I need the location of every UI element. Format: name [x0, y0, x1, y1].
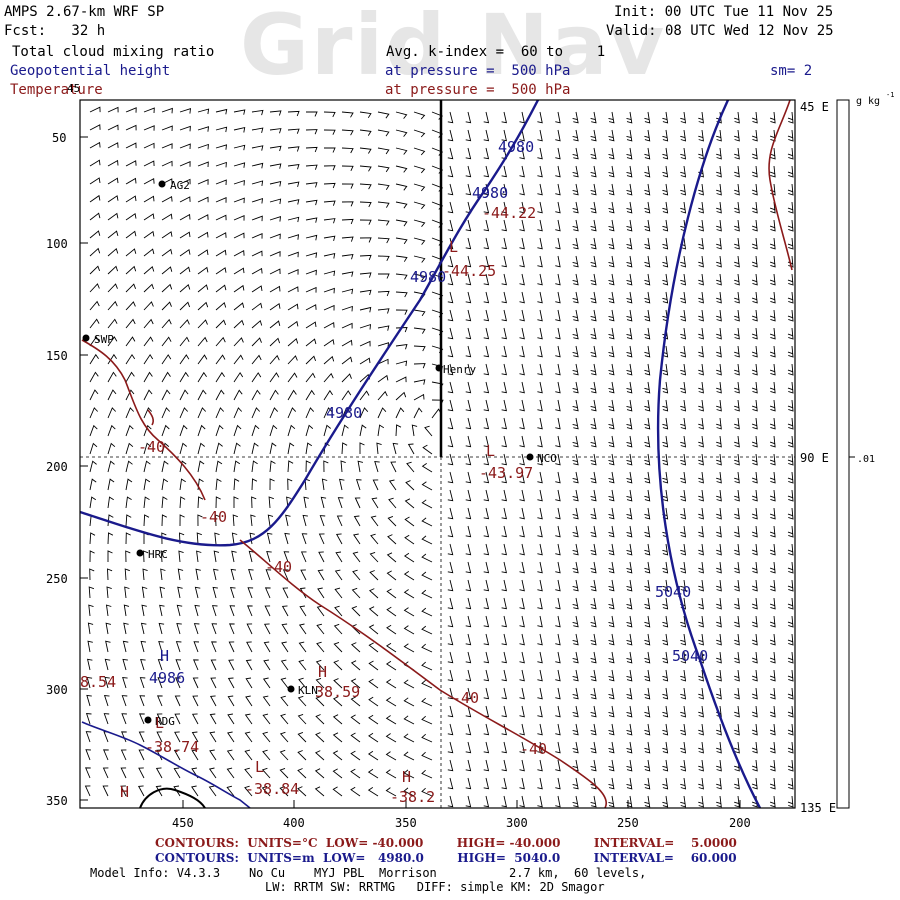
lon-label-135e: 135 E	[800, 801, 836, 815]
station-hrc-label: HRC	[148, 548, 168, 561]
height-label-4986: 4986	[149, 669, 185, 687]
station-kln-label: KLN	[298, 684, 318, 697]
temp-label-40-c: -40	[265, 558, 292, 576]
station-swp-marker	[82, 334, 90, 342]
high-marker-d: H	[120, 783, 129, 801]
colorbar-unit: g kg	[856, 96, 880, 107]
lon-label-45e: 45 E	[800, 100, 829, 114]
height-contour-info: CONTOURS: UNITS=m LOW= 4980.0 HIGH= 5040…	[155, 851, 737, 865]
x-tick-250: 250	[617, 816, 639, 830]
low-marker-d: L	[255, 758, 264, 776]
temp-pressure-label: at pressure = 500 hPa	[385, 82, 571, 98]
init-time: Init: 00 UTC Tue 11 Nov 25	[614, 4, 834, 20]
height-label-5040-b: 5040	[672, 647, 708, 665]
y-tick-200: 200	[46, 460, 68, 474]
temp-contour-info: CONTOURS: UNITS=°C LOW= -40.000 HIGH= -4…	[155, 836, 737, 850]
station-swp-label: SWP	[94, 333, 114, 346]
station-henry-label: Henry	[443, 363, 476, 376]
colorbar	[836, 99, 850, 809]
forecast-hour: Fcst: 32 h	[4, 23, 106, 39]
station-kln-marker	[287, 685, 295, 693]
temp-contour-minus40-a	[81, 339, 206, 501]
temp-contour-minus40-c	[147, 409, 155, 426]
height-label-4980-b: 4980	[472, 184, 508, 202]
temp-label-38-59: 38.59	[315, 683, 360, 701]
corner-label: 45	[67, 82, 80, 95]
y-tick-150: 150	[46, 349, 68, 363]
station-rdg-label: RDG	[155, 715, 175, 728]
temp-label-44-22: -44.22	[482, 204, 536, 222]
station-nco-marker	[526, 453, 534, 461]
high-marker-c: H	[402, 768, 411, 786]
high-marker-a: H	[160, 647, 169, 665]
k-index-label: Avg. k-index = 60 to 1	[386, 44, 606, 60]
station-hrc-marker	[136, 549, 144, 557]
model-info: Model Info: V4.3.3 No Cu MYJ PBL Morriso…	[90, 866, 647, 880]
plot-frame	[79, 99, 796, 809]
station-ag2-marker	[158, 180, 166, 188]
high-marker-b: H	[318, 663, 327, 681]
y-tick-300: 300	[46, 683, 68, 697]
y-tick-50: 50	[52, 131, 66, 145]
temp-label-40-d: -40	[452, 689, 479, 707]
height-pressure-label: at pressure = 500 hPa	[385, 63, 571, 79]
low-marker-a: L	[449, 238, 458, 256]
smoothing-label: sm= 2	[770, 63, 813, 79]
model-info-physics: LW: RRTM SW: RRTMG DIFF: simple KM: 2D S…	[265, 880, 605, 894]
station-henry-marker	[435, 364, 443, 372]
x-tick-450: 450	[172, 816, 194, 830]
terrain-outline	[139, 787, 206, 808]
height-label-4980-c: 4980	[410, 268, 446, 286]
temp-label-38-74: -38.74	[145, 738, 199, 756]
temp-contour-east	[768, 100, 793, 271]
low-marker-c: L	[155, 714, 164, 732]
field-temp-label: Temperature	[10, 82, 103, 98]
field-cloud-label: Total cloud mixing ratio	[12, 44, 215, 60]
x-tick-400: 400	[283, 816, 305, 830]
station-rdg-marker	[144, 716, 152, 724]
x-tick-300: 300	[506, 816, 528, 830]
lon-label-90e: 90 E	[800, 451, 829, 465]
temp-contour-minus40-b	[239, 539, 608, 808]
low-marker-b: L	[486, 442, 495, 460]
temp-label-40-e: -40	[520, 740, 547, 758]
x-tick-200: 200	[729, 816, 751, 830]
temp-label-38-84: -38.84	[245, 780, 299, 798]
height-contour-4980	[80, 100, 540, 547]
model-title: AMPS 2.67-km WRF SP	[4, 4, 165, 20]
colorbar-value: .01	[857, 454, 875, 465]
temp-label-40-a: -40	[138, 438, 165, 456]
valid-time: Valid: 08 UTC Wed 12 Nov 25	[606, 23, 834, 39]
colorbar-unit-exponent: -1	[886, 91, 894, 99]
height-label-4980-a: 4980	[498, 138, 534, 156]
x-tick-350: 350	[395, 816, 417, 830]
wind-barbs	[84, 106, 794, 808]
temp-label-8-54: 8.54	[80, 673, 116, 691]
height-label-4980-d: 4980	[326, 404, 362, 422]
station-ag2-label: AG2	[170, 179, 190, 192]
field-height-label: Geopotential height	[10, 63, 171, 79]
station-nco-label: NCO	[537, 452, 557, 465]
height-label-5040-a: 5040	[655, 583, 691, 601]
coastline-blue	[81, 721, 251, 808]
watermark: Grid Nav	[240, 0, 667, 94]
height-contour-5040	[656, 100, 762, 808]
y-tick-100: 100	[46, 237, 68, 251]
temp-label-40-b: -40	[200, 508, 227, 526]
y-tick-350: 350	[46, 794, 68, 808]
temp-label-43-97: -43.97	[479, 464, 533, 482]
y-tick-250: 250	[46, 572, 68, 586]
temp-label-44-25: -44.25	[442, 262, 496, 280]
temp-label-38-2: -38.2	[390, 788, 435, 806]
